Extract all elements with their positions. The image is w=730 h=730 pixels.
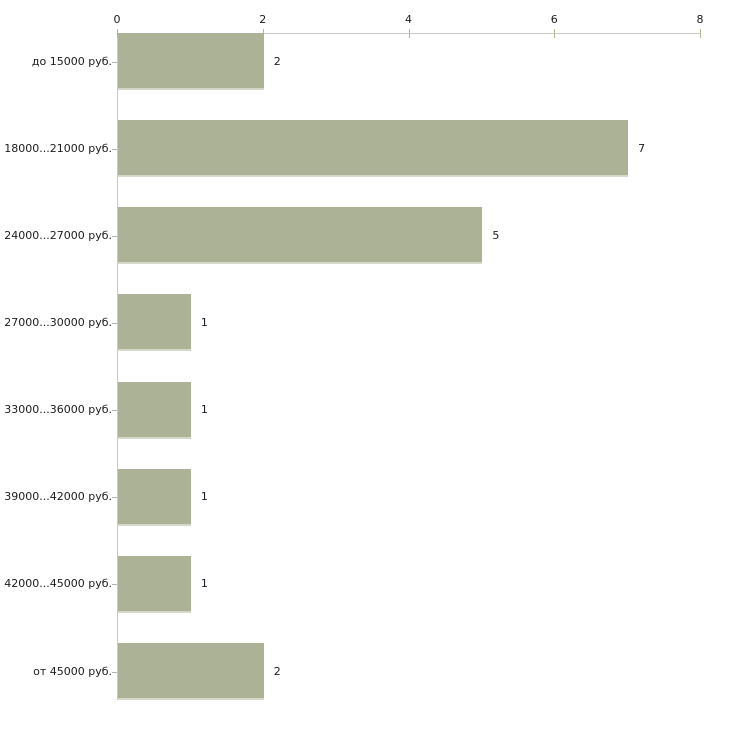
x-axis-tick-label: 4: [405, 13, 412, 26]
category-label: 27000...30000 руб.: [4, 315, 112, 329]
category-axis-labels: до 15000 руб. 18000...21000 руб. 24000...2…: [0, 33, 112, 700]
category-label: от 45000 руб.: [33, 664, 112, 678]
y-axis-tick-mark: [112, 584, 117, 586]
y-axis-tick-mark: [112, 61, 117, 63]
plot-area: 0 2 4 6 8 2 7 5 1 1 1 1 2: [112, 13, 704, 700]
bar-value-label: 2: [273, 54, 281, 68]
x-axis-tick-mark: [700, 29, 701, 38]
x-axis-tick-mark: [117, 29, 118, 38]
bar: [118, 33, 264, 90]
bar: [118, 207, 483, 265]
x-axis-tick-mark: [408, 29, 410, 38]
y-axis-tick-mark: [112, 235, 117, 237]
bar: [118, 381, 191, 439]
y-axis-tick-mark: [112, 322, 117, 324]
y-axis-tick-mark: [112, 148, 117, 150]
bar: [118, 468, 191, 526]
bar-value-label: 5: [492, 228, 500, 242]
bar-value-label: 1: [200, 490, 208, 504]
category-label: 42000...45000 руб.: [4, 577, 112, 591]
y-axis-line: [117, 33, 118, 700]
bar: [118, 643, 264, 700]
category-label: до 15000 руб.: [31, 54, 112, 68]
bar-value-label: 7: [638, 141, 646, 155]
bar-value-label: 2: [273, 664, 281, 678]
category-label: 18000...21000 руб.: [4, 141, 112, 155]
bar-value-label: 1: [200, 403, 208, 417]
x-axis-tick-label: 6: [550, 13, 558, 26]
bar: [118, 294, 191, 352]
y-axis-tick-mark: [112, 497, 117, 499]
bar-value-label: 1: [200, 315, 208, 329]
category-label: 39000...42000 руб.: [4, 490, 112, 504]
x-axis-tick-label: 0: [113, 13, 121, 26]
category-label: 24000...27000 руб.: [4, 228, 112, 242]
bar: [118, 120, 629, 178]
category-label: 33000...36000 руб.: [4, 403, 112, 417]
y-axis-tick-mark: [112, 410, 117, 412]
bar-value-label: 1: [200, 577, 208, 591]
x-axis-tick-mark: [554, 29, 556, 38]
x-axis-tick-label: 2: [259, 13, 267, 26]
x-axis-tick-label: 8: [696, 13, 704, 26]
y-axis-tick-mark: [112, 671, 117, 673]
bar: [118, 555, 191, 613]
